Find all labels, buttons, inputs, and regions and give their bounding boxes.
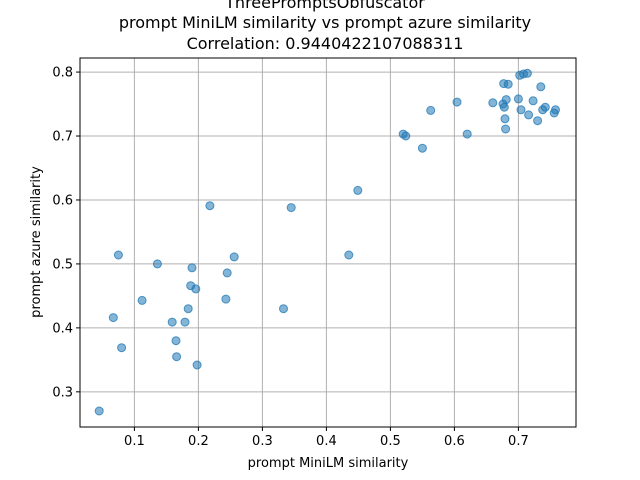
data-point [524,110,534,120]
data-point [117,343,127,353]
data-point [503,79,513,89]
y-tick-label: 0.4 [52,321,73,336]
x-tick-label: 0.4 [316,434,337,449]
data-point [94,406,104,416]
data-point [533,116,543,126]
data-point [452,97,462,107]
data-point [462,129,472,139]
x-tick-label: 0.1 [124,434,145,449]
chart-title-line-3: Correlation: 0.9440422107088311 [187,34,464,53]
data-point [501,124,511,134]
data-point [286,203,296,213]
data-point [499,102,509,112]
data-point [551,105,560,115]
y-tick-label: 0.7 [52,130,73,145]
data-point [108,313,118,323]
data-point [488,98,498,108]
data-point [167,317,177,327]
data-point [513,94,523,104]
data-point [192,360,202,370]
x-tick-label: 0.3 [252,434,273,449]
data-point [205,201,215,211]
data-point [113,250,123,260]
x-tick-label: 0.2 [188,434,209,449]
y-tick-label: 0.5 [52,257,73,272]
data-point [501,95,511,105]
data-point [540,102,550,112]
x-axis-ticks: 0.1 0.2 0.3 0.4 0.5 0.6 0.7 [124,427,529,449]
chart-title-line-2: prompt MiniLM similarity vs prompt azure… [119,13,531,32]
data-point [222,268,232,278]
data-point [187,263,197,273]
x-axis-label: prompt MiniLM similarity [248,456,409,471]
y-axis-ticks: 0.3 0.4 0.5 0.6 0.7 0.8 [52,66,80,400]
data-point [137,295,147,305]
data-point [528,96,538,106]
data-points [94,68,560,416]
data-point [172,352,182,362]
data-point [180,317,190,327]
y-tick-label: 0.6 [52,193,73,208]
data-point [516,105,526,115]
data-point [221,294,231,304]
data-point [536,82,546,92]
data-point [191,284,201,294]
data-point [229,252,239,262]
plot-frame [79,57,577,428]
x-tick-label: 0.6 [444,434,465,449]
data-point [279,304,288,314]
data-point [353,185,363,195]
data-point [152,259,162,269]
data-point [344,250,354,260]
y-tick-label: 0.3 [52,385,73,400]
y-axis-label: prompt azure similarity [29,166,44,318]
chart-title-line-1: ThreePromptsObfuscator [224,0,425,12]
data-point [426,105,436,115]
x-tick-label: 0.5 [380,434,401,449]
grid-lines [80,58,576,427]
data-point [522,68,532,78]
data-point [183,304,193,314]
data-point [500,114,510,124]
data-point [401,131,411,141]
y-tick-label: 0.8 [52,66,73,81]
x-tick-label: 0.7 [508,434,529,449]
data-point [171,336,181,346]
data-point [417,143,427,153]
